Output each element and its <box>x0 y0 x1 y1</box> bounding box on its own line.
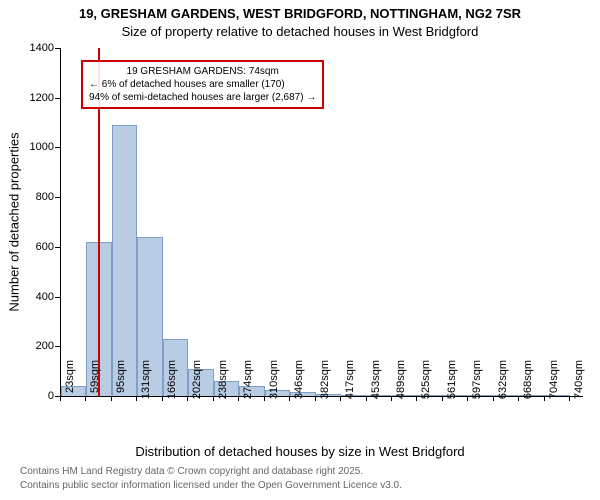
x-tick-label: 346sqm <box>293 360 305 404</box>
x-tick-label: 310sqm <box>268 360 280 404</box>
x-tick <box>264 396 265 401</box>
x-tick-label: 489sqm <box>395 360 407 404</box>
x-tick-label: 704sqm <box>548 360 560 404</box>
x-tick <box>162 396 163 401</box>
x-tick <box>518 396 519 401</box>
x-tick <box>366 396 367 401</box>
y-tick <box>55 147 60 148</box>
footer-line2: Contains public sector information licen… <box>20 480 402 491</box>
x-tick-label: 525sqm <box>420 360 432 404</box>
x-tick-label: 740sqm <box>573 360 585 404</box>
x-tick <box>60 396 61 401</box>
plot-area: 19 GRESHAM GARDENS: 74sqm← 6% of detache… <box>60 48 583 397</box>
histogram-bar <box>112 125 137 396</box>
x-tick <box>289 396 290 401</box>
annotation-line1: 19 GRESHAM GARDENS: 74sqm <box>89 65 316 78</box>
x-tick <box>493 396 494 401</box>
x-tick <box>569 396 570 401</box>
y-tick-label: 1000 <box>26 141 54 153</box>
y-axis-label: Number of detached properties <box>7 132 22 311</box>
y-tick <box>55 48 60 49</box>
x-tick <box>442 396 443 401</box>
x-tick-label: 382sqm <box>319 360 331 404</box>
x-tick <box>136 396 137 401</box>
x-tick-label: 274sqm <box>242 360 254 404</box>
x-tick-label: 668sqm <box>522 360 534 404</box>
annotation-line3: 94% of semi-detached houses are larger (… <box>89 91 316 104</box>
x-tick <box>416 396 417 401</box>
y-tick-label: 600 <box>26 241 54 253</box>
x-tick-label: 95sqm <box>115 360 127 404</box>
y-tick-label: 0 <box>26 390 54 402</box>
x-tick-label: 131sqm <box>140 360 152 404</box>
x-tick-label: 202sqm <box>191 360 203 404</box>
y-tick <box>55 98 60 99</box>
y-tick-label: 200 <box>26 340 54 352</box>
annotation-line2: ← 6% of detached houses are smaller (170… <box>89 78 316 91</box>
x-tick-label: 632sqm <box>497 360 509 404</box>
x-tick-label: 166sqm <box>166 360 178 404</box>
x-tick <box>111 396 112 401</box>
x-tick-label: 238sqm <box>217 360 229 404</box>
x-axis-label: Distribution of detached houses by size … <box>0 444 600 459</box>
x-tick-label: 23sqm <box>64 360 76 404</box>
y-tick-label: 1200 <box>26 92 54 104</box>
chart-title-line2: Size of property relative to detached ho… <box>0 24 600 39</box>
x-tick <box>315 396 316 401</box>
x-tick <box>544 396 545 401</box>
chart-container: 19, GRESHAM GARDENS, WEST BRIDGFORD, NOT… <box>0 0 600 500</box>
x-tick-label: 59sqm <box>89 360 101 404</box>
x-tick-label: 597sqm <box>471 360 483 404</box>
x-tick <box>187 396 188 401</box>
y-tick-label: 800 <box>26 191 54 203</box>
x-tick-label: 561sqm <box>446 360 458 404</box>
x-tick <box>213 396 214 401</box>
annotation-box: 19 GRESHAM GARDENS: 74sqm← 6% of detache… <box>81 60 324 109</box>
x-tick <box>467 396 468 401</box>
y-tick <box>55 297 60 298</box>
x-tick <box>391 396 392 401</box>
x-tick <box>85 396 86 401</box>
x-tick <box>238 396 239 401</box>
x-tick-label: 417sqm <box>344 360 356 404</box>
chart-title-line1: 19, GRESHAM GARDENS, WEST BRIDGFORD, NOT… <box>0 6 600 21</box>
y-tick <box>55 247 60 248</box>
footer-line1: Contains HM Land Registry data © Crown c… <box>20 466 363 477</box>
x-tick <box>340 396 341 401</box>
y-tick-label: 400 <box>26 291 54 303</box>
x-tick-label: 453sqm <box>370 360 382 404</box>
y-tick <box>55 346 60 347</box>
y-tick-label: 1400 <box>26 42 54 54</box>
y-tick <box>55 197 60 198</box>
